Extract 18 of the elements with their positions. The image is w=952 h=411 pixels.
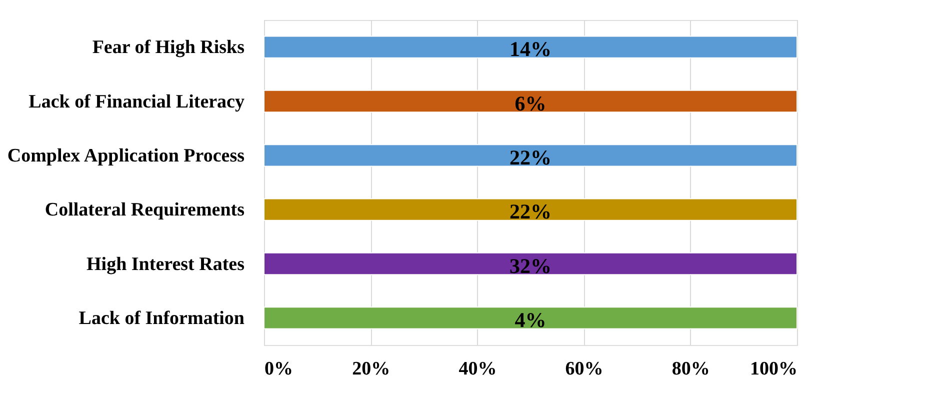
annotation: 4% <box>514 308 546 332</box>
y-tick-label: Lack of Financial Literacy <box>28 91 245 112</box>
annotation: 22% <box>510 200 552 224</box>
annotation: 14% <box>510 37 552 62</box>
y-tick-label: Fear of High Risks <box>92 37 244 58</box>
y-tick-label: Complex Application Process <box>7 145 244 166</box>
annotation: 32% <box>510 254 552 278</box>
y-tick-label: Collateral Requirements <box>44 200 244 221</box>
y-tick-label: High Interest Rates <box>86 254 244 275</box>
x-tick-label: 60% <box>565 358 604 380</box>
x-tick-label: 0% <box>264 358 293 380</box>
x-tick-label: 20% <box>352 358 390 380</box>
annotation: 22% <box>510 145 552 170</box>
x-tick-label: 40% <box>458 358 497 380</box>
y-tick-label: Lack of Information <box>78 308 245 329</box>
x-tick-label: 80% <box>672 358 710 380</box>
x-tick-label: 100% <box>750 358 798 380</box>
annotation: 6% <box>514 91 546 116</box>
